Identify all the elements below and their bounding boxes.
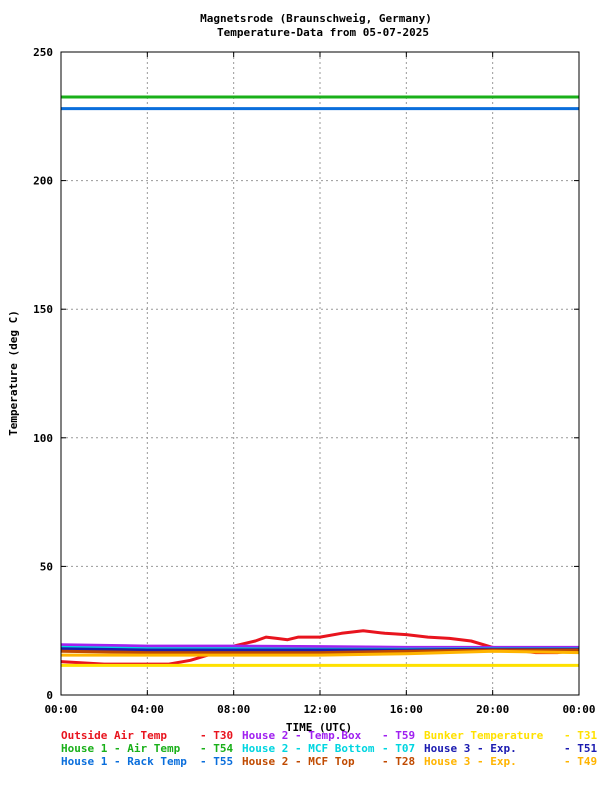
y-tick-label: 50	[40, 560, 53, 573]
y-tick-label: 250	[33, 46, 53, 59]
x-tick-label: 12:00	[303, 703, 336, 716]
legend-code: - T51	[564, 742, 597, 755]
legend-code: - T30	[200, 729, 233, 742]
legend-code: - T28	[382, 755, 415, 768]
legend-label: House 3 - Exp.	[424, 755, 517, 768]
legend-label: House 2 - MCF Top	[242, 755, 355, 768]
series-line-T59	[60, 643, 579, 649]
legend-entry: House 1 - Rack Temp - T55	[61, 755, 233, 768]
legend-label: House 1 - Rack Temp	[61, 755, 187, 768]
grid-lines	[61, 52, 579, 695]
legend-code: - T07	[382, 742, 415, 755]
legend-entry: House 3 - Exp. - T51	[424, 742, 597, 755]
legend-label: House 1 - Air Temp	[61, 742, 181, 755]
legend-entry: House 2 - MCF Top - T28	[242, 755, 415, 768]
y-tick-label: 0	[46, 689, 53, 702]
legend-entry: House 3 - Exp. - T49	[424, 755, 597, 768]
x-tick-label: 08:00	[217, 703, 250, 716]
legend-entry: Outside Air Temp - T30	[61, 729, 233, 742]
y-tick-label: 150	[33, 303, 53, 316]
series-lines	[60, 95, 580, 667]
legend-code: - T49	[564, 755, 597, 768]
legend-entry: House 2 - MCF Bottom - T07	[242, 742, 415, 755]
x-tick-label: 20:00	[476, 703, 509, 716]
legend-code: - T54	[200, 742, 233, 755]
x-tick-label: 00:00	[44, 703, 77, 716]
legend-label: House 3 - Exp.	[424, 742, 517, 755]
legend-label: House 2 - MCF Bottom	[242, 742, 375, 755]
legend-label: Bunker Temperature	[424, 729, 544, 742]
y-axis-label: Temperature (deg C)	[7, 310, 20, 436]
legend-entry: House 1 - Air Temp - T54	[61, 742, 233, 755]
y-tick-label: 200	[33, 175, 53, 188]
legend: Outside Air Temp - T30 House 2 - Temp.Box -…	[61, 729, 597, 768]
legend-code: - T55	[200, 755, 233, 768]
legend-entry: House 2 - Temp.Box - T59	[242, 729, 415, 742]
series-line-T49	[61, 649, 580, 657]
x-tick-label: 16:00	[390, 703, 423, 716]
chart-subtitle: Temperature-Data from 05-07-2025	[217, 26, 429, 39]
chart-title: Magnetsrode (Braunschweig, Germany)	[200, 12, 432, 25]
y-tick-label: 100	[33, 432, 53, 445]
x-tick-label: 00:00	[562, 703, 595, 716]
x-tick-label: 04:00	[131, 703, 164, 716]
legend-code: - T31	[564, 729, 597, 742]
legend-label: House 2 - Temp.Box	[242, 729, 362, 742]
legend-label: Outside Air Temp	[61, 729, 167, 742]
axis-ticks: 00:00 04:00 08:00 12:00 16:00 20:00 00:0005010…	[33, 46, 595, 716]
legend-code: - T59	[382, 729, 415, 742]
legend-entry: Bunker Temperature - T31	[424, 729, 597, 742]
x-axis-label: TIME (UTC)	[286, 721, 352, 734]
